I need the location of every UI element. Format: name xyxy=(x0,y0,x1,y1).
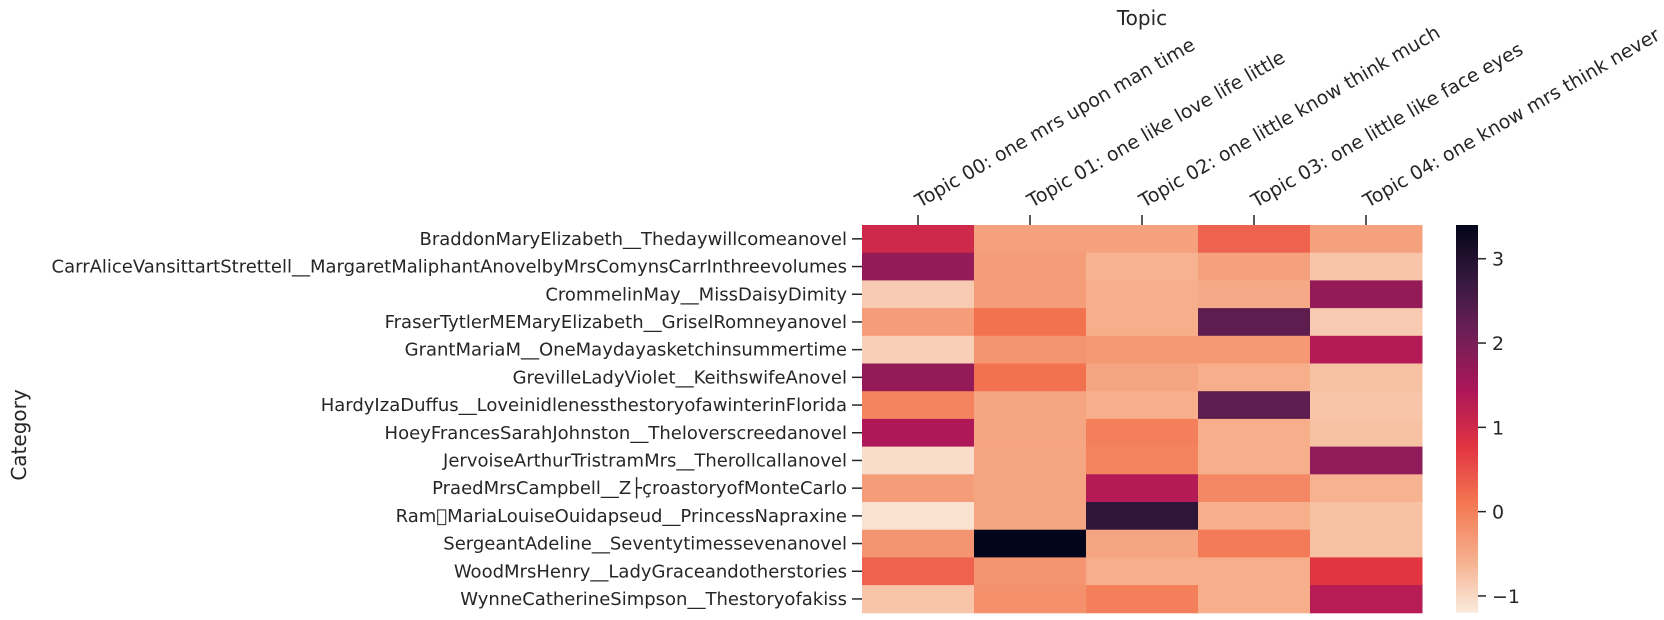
y-tick-label: GrevilleLadyViolet__KeithswifeAnovel xyxy=(513,367,847,388)
y-tick-label: JervoiseArthurTristramMrs__Therollcallan… xyxy=(442,450,847,471)
heatmap-cell xyxy=(1198,502,1311,531)
heatmap-cell xyxy=(974,529,1087,558)
heatmap-cell xyxy=(1310,280,1423,309)
colorbar-ticks: −1 0 1 2 3 xyxy=(1478,249,1520,608)
heatmap-cell xyxy=(1198,391,1311,420)
heatmap-cell xyxy=(1086,308,1199,337)
heatmap-cell xyxy=(1310,308,1423,337)
heatmap-cell xyxy=(974,446,1087,475)
colorbar-tick-label: 1 xyxy=(1492,417,1504,439)
y-tick-label: PraedMrsCampbell__Z├çroastoryofMonteCarl… xyxy=(432,477,847,499)
heatmap-cell xyxy=(1198,446,1311,475)
heatmap-cell xyxy=(1310,252,1423,281)
heatmap-cell xyxy=(1198,308,1311,337)
colorbar-tick-label: −1 xyxy=(1492,586,1520,608)
heatmap-cell xyxy=(862,335,975,364)
heatmap-cell xyxy=(974,308,1087,337)
heatmap-cell xyxy=(1310,502,1423,531)
heatmap-cell xyxy=(974,225,1087,254)
heatmap-cell xyxy=(862,585,975,614)
heatmap-cell xyxy=(1198,474,1311,503)
y-tick-label: HardyIzaDuffus__Loveinidlenessthestoryof… xyxy=(321,395,847,416)
heatmap-cell xyxy=(974,585,1087,614)
heatmap-cell xyxy=(862,502,975,531)
heatmap-cell xyxy=(862,252,975,281)
y-tick-label: HoeyFrancesSarahJohnston__Theloverscreed… xyxy=(385,423,847,444)
heatmap-cell xyxy=(1198,418,1311,448)
y-tick-label: BraddonMaryElizabeth__Thedaywillcomeanov… xyxy=(420,229,848,250)
y-ticks: BraddonMaryElizabeth__Thedaywillcomeanov… xyxy=(52,229,862,610)
heatmap-grid xyxy=(862,225,1423,614)
heatmap-cell xyxy=(974,502,1087,531)
y-tick-label: CrommelinMay__MissDaisyDimity xyxy=(545,284,847,305)
heatmap-cell xyxy=(1086,391,1199,420)
heatmap-cell xyxy=(1198,252,1311,281)
heatmap-cell xyxy=(1310,585,1423,614)
x-axis-title: Topic xyxy=(1116,6,1167,30)
heatmap-cell xyxy=(1198,363,1311,392)
heatmap-cell xyxy=(1198,335,1311,364)
heatmap-cell xyxy=(1310,474,1423,503)
heatmap-cell xyxy=(1198,225,1311,254)
heatmap-cell xyxy=(1310,529,1423,558)
heatmap-cell xyxy=(1086,418,1199,448)
heatmap-cell xyxy=(1310,418,1423,448)
heatmap-cell xyxy=(862,280,975,309)
heatmap-cell xyxy=(1198,529,1311,558)
heatmap-cell xyxy=(862,391,975,420)
y-tick-label: CarrAliceVansittartStrettell__MargaretMa… xyxy=(52,257,847,278)
heatmap-cell xyxy=(974,557,1087,586)
heatmap-cell xyxy=(1310,225,1423,254)
heatmap-cell xyxy=(1086,335,1199,364)
heatmap-cell xyxy=(1086,225,1199,254)
colorbar-tick-label: 0 xyxy=(1492,502,1504,524)
heatmap-cell xyxy=(974,391,1087,420)
heatmap-cell xyxy=(1086,446,1199,475)
y-tick-label: SergeantAdeline__Seventytimessevenanovel xyxy=(443,534,847,555)
heatmap-cell xyxy=(862,418,975,448)
heatmap-cell xyxy=(862,446,975,475)
heatmap-cell xyxy=(1310,557,1423,586)
heatmap-cell xyxy=(1086,252,1199,281)
heatmap-cell xyxy=(862,363,975,392)
heatmap-cell xyxy=(1310,363,1423,392)
y-tick-label: WynneCatherineSimpson__Thestoryofakiss xyxy=(460,589,847,610)
heatmap-cell xyxy=(1086,585,1199,614)
heatmap-cell xyxy=(862,225,975,254)
heatmap-cell xyxy=(974,363,1087,392)
heatmap-cell xyxy=(1310,391,1423,420)
heatmap-cell xyxy=(974,474,1087,503)
y-tick-label: GrantMariaM__OneMaydayasketchinsummertim… xyxy=(405,340,847,361)
y-tick-label: FraserTytlerMEMaryElizabeth__GriselRomne… xyxy=(385,312,847,333)
colorbar-tick-label: 3 xyxy=(1492,249,1504,271)
heatmap-cell xyxy=(974,418,1087,448)
heatmap-cell xyxy=(974,252,1087,281)
heatmap-cell xyxy=(1086,280,1199,309)
heatmap-cell xyxy=(862,529,975,558)
heatmap-cell xyxy=(1086,502,1199,531)
heatmap-cell xyxy=(862,474,975,503)
heatmap-cell xyxy=(1310,335,1423,364)
y-axis-title: Category xyxy=(7,389,31,481)
heatmap-cell xyxy=(1086,474,1199,503)
heatmap-cell xyxy=(1310,446,1423,475)
heatmap-cell xyxy=(1198,557,1311,586)
colorbar-tick-label: 2 xyxy=(1492,333,1504,355)
heatmap-cell xyxy=(1198,585,1311,614)
heatmap-cell xyxy=(974,335,1087,364)
heatmap-cell xyxy=(1086,529,1199,558)
heatmap-cell xyxy=(862,557,975,586)
heatmap-cell xyxy=(1086,363,1199,392)
heatmap-cell xyxy=(1086,557,1199,586)
heatmap-cell xyxy=(1198,280,1311,309)
heatmap-cell xyxy=(862,308,975,337)
y-tick-label: Ram MariaLouiseOuidapseud__PrincessNapra… xyxy=(396,506,847,527)
colorbar xyxy=(1456,225,1478,613)
heatmap-cell xyxy=(974,280,1087,309)
y-tick-label: WoodMrsHenry__LadyGraceandotherstories xyxy=(454,561,847,582)
